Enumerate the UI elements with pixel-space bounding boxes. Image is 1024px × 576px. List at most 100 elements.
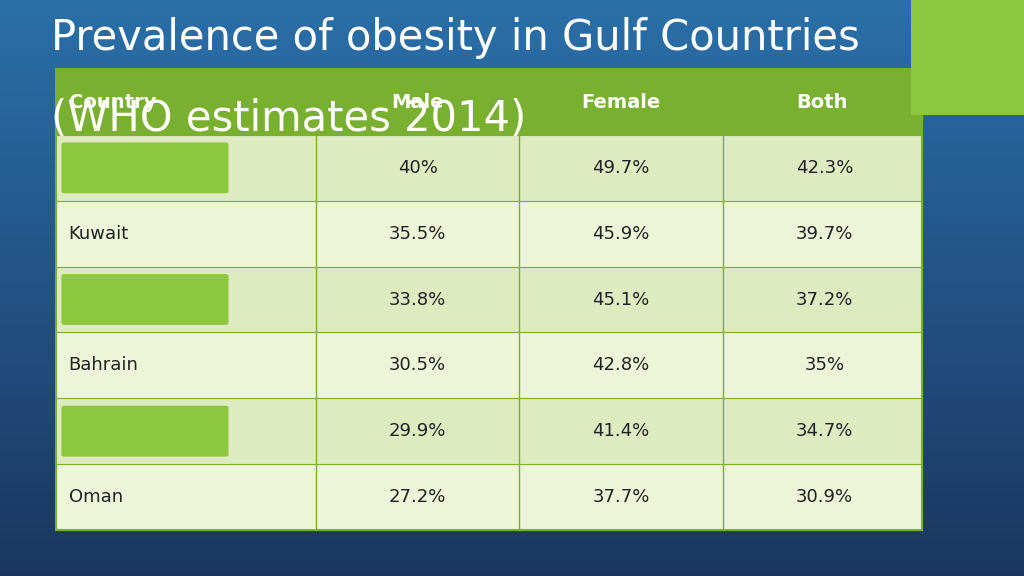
Bar [911,0,1024,115]
Bar [0,66,1024,69]
Bar [0,507,1024,510]
Bar [0,455,1024,458]
Bar [0,377,1024,380]
Bar [0,360,1024,363]
Bar [0,348,1024,351]
Bar [0,308,1024,311]
Bar [0,242,1024,245]
Bar [0,357,1024,360]
Bar [0,279,1024,282]
Bar [0,389,1024,392]
Bar [0,536,1024,539]
Bar [0,69,1024,72]
Bar [0,429,1024,432]
Bar [0,253,1024,256]
Bar [0,276,1024,279]
Bar [0,510,1024,513]
Text: 45.1%: 45.1% [592,290,649,309]
Bar [0,492,1024,495]
Bar [0,420,1024,423]
Text: 29.9%: 29.9% [389,422,446,440]
Bar [0,236,1024,239]
Text: Female: Female [582,93,660,112]
Text: 49.7%: 49.7% [592,159,649,177]
Bar [0,268,1024,271]
Bar [0,109,1024,112]
FancyBboxPatch shape [61,274,228,325]
Bar [56,464,922,530]
Bar [0,176,1024,179]
Bar [0,199,1024,202]
Bar [0,300,1024,302]
Bar [0,446,1024,449]
Text: 33.8%: 33.8% [389,290,446,309]
Bar [0,288,1024,291]
Text: 27.2%: 27.2% [389,488,446,506]
Text: Male: Male [391,93,443,112]
Bar [56,398,922,464]
Bar [0,426,1024,429]
Bar [0,40,1024,43]
Bar [0,86,1024,89]
Text: Oman: Oman [69,488,123,506]
Bar [0,553,1024,556]
Bar [0,49,1024,52]
Bar [0,397,1024,400]
Bar [0,55,1024,58]
Bar [0,181,1024,184]
Bar [0,271,1024,274]
Bar [0,153,1024,156]
Bar [0,46,1024,49]
Bar [0,559,1024,562]
Bar [0,544,1024,547]
Bar [0,418,1024,420]
Bar [0,354,1024,357]
Bar [0,248,1024,251]
Text: 35.5%: 35.5% [389,225,446,242]
Bar [0,573,1024,576]
Bar [0,334,1024,337]
Bar [0,406,1024,409]
Bar [0,564,1024,567]
Bar [0,294,1024,297]
Bar [0,504,1024,507]
Bar [0,567,1024,570]
Bar [0,415,1024,418]
Bar [0,518,1024,521]
Bar [0,141,1024,144]
Bar [0,541,1024,544]
Bar [0,521,1024,524]
Bar [0,210,1024,213]
Bar [0,78,1024,81]
Bar [0,495,1024,498]
Bar [0,144,1024,147]
Bar [0,556,1024,559]
Bar [0,337,1024,340]
Text: 41.4%: 41.4% [592,422,649,440]
Bar [0,98,1024,101]
Bar [0,484,1024,487]
Bar [0,245,1024,248]
Bar [0,29,1024,32]
Bar [0,452,1024,455]
Bar [0,0,1024,3]
Bar [0,366,1024,369]
Bar [0,26,1024,29]
Bar [0,127,1024,130]
Bar [0,328,1024,331]
Bar [0,170,1024,173]
Bar [0,190,1024,193]
Bar [0,331,1024,334]
Bar [0,138,1024,141]
Bar [0,207,1024,210]
Bar [0,530,1024,533]
Bar [0,340,1024,343]
Bar [0,351,1024,354]
Bar [0,539,1024,541]
Bar [0,187,1024,190]
Bar [0,17,1024,20]
Bar [0,124,1024,127]
Text: 39.7%: 39.7% [796,225,853,242]
Text: 45.9%: 45.9% [592,225,649,242]
Bar [56,69,922,135]
